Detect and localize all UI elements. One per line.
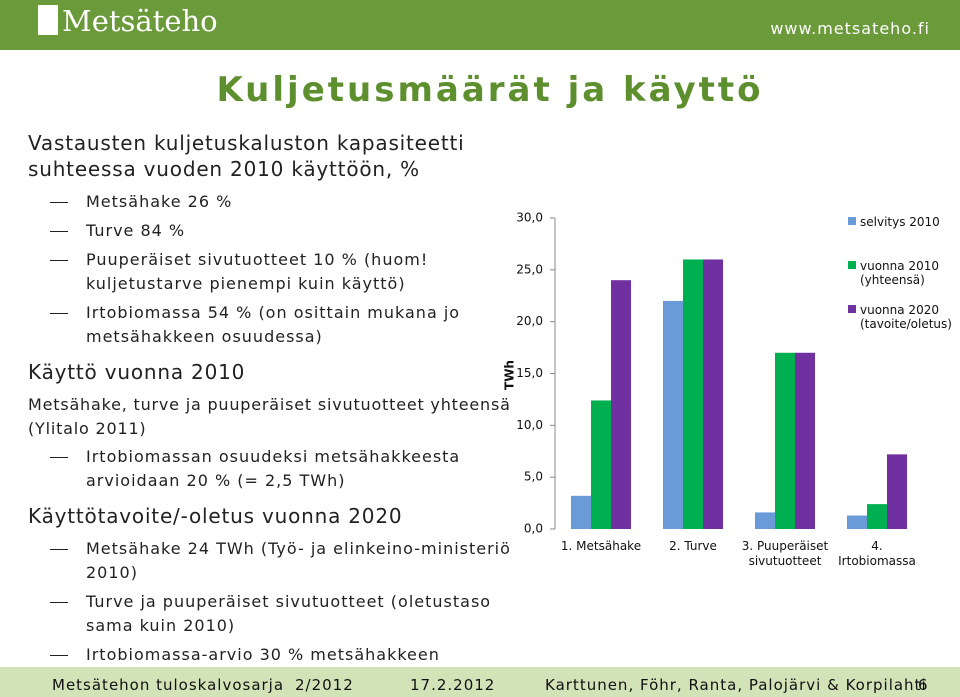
x-tick-label: 3. Puuperäiset sivutuotteet <box>741 539 829 568</box>
section-heading: Käyttö vuonna 2010 <box>28 360 246 384</box>
bullet-dash <box>50 313 68 314</box>
text-column: Vastausten kuljetuskaluston kapasiteetti… <box>28 128 528 696</box>
bar <box>591 400 611 529</box>
bullet-dash <box>50 202 68 203</box>
bullet-text: Turve ja puuperäiset sivutuotteet (oletu… <box>86 592 492 635</box>
bullet-dash <box>50 260 68 261</box>
y-axis-label: TWh <box>503 360 517 390</box>
url: www.metsateho.fi <box>770 19 930 38</box>
bullet-item: Puuperäiset sivutuotteet 10 % (huom! kul… <box>28 248 528 296</box>
y-tick-label: 5,0 <box>524 470 543 484</box>
bullet-text: Metsähake 24 TWh (Työ- ja elinkeino-mini… <box>86 539 511 582</box>
slide-title: Kuljetusmäärät ja käyttö <box>216 70 764 110</box>
header-bar <box>0 0 960 50</box>
y-tick-label: 0,0 <box>524 522 543 536</box>
legend-label: vuonna 2010 (yhteensä) <box>860 259 939 287</box>
bar <box>867 504 887 529</box>
bullet-item: Turve ja puuperäiset sivutuotteet (oletu… <box>28 590 528 638</box>
bullet-dash <box>50 457 68 458</box>
bar <box>703 259 723 529</box>
footer-issue: 2/2012 <box>295 676 354 694</box>
bullet-text: Metsähake 26 % <box>86 192 233 211</box>
bullet-text: Puuperäiset sivutuotteet 10 % (huom! kul… <box>86 250 429 293</box>
bar <box>775 352 795 529</box>
bar <box>571 495 591 529</box>
y-tick-label: 20,0 <box>516 314 543 328</box>
footer-bar <box>0 667 960 697</box>
paragraph: Metsähake, turve ja puuperäiset sivutuot… <box>28 395 511 438</box>
x-tick-label: 4. Irtobiomassa <box>838 539 916 568</box>
x-tick-label: 2. Turve <box>669 539 717 553</box>
bullet-dash <box>50 655 68 656</box>
logo-icon <box>38 5 58 35</box>
logo: Metsäteho <box>62 4 218 38</box>
bullet-item: Metsähake 24 TWh (Työ- ja elinkeino-mini… <box>28 537 528 585</box>
bar <box>755 512 775 529</box>
bar <box>683 259 703 529</box>
bullet-item: Irtobiomassa 54 % (on osittain mukana jo… <box>28 301 528 349</box>
bullet-item: Turve 84 % <box>28 219 528 243</box>
bullet-text: Irtobiomassan osuudeksi metsähakkeesta a… <box>86 447 461 490</box>
footer-authors: Karttunen, Föhr, Ranta, Palojärvi & Korp… <box>545 676 927 694</box>
bar <box>887 454 907 529</box>
bar <box>795 352 815 529</box>
legend-swatch <box>848 217 856 225</box>
footer-page: 6 <box>918 676 929 694</box>
bullet-text: Irtobiomassa 54 % (on osittain mukana jo… <box>86 303 461 346</box>
y-tick-label: 15,0 <box>516 366 543 380</box>
footer-date: 17.2.2012 <box>410 676 496 694</box>
legend-label: vuonna 2020 (tavoite/oletus) <box>860 303 952 331</box>
legend-label: selvitys 2010 <box>860 215 940 229</box>
bar <box>663 300 683 529</box>
bar <box>847 515 867 529</box>
bullet-text: Turve 84 % <box>86 221 186 240</box>
bullet-item: Metsähake 26 % <box>28 190 528 214</box>
bullet-dash <box>50 549 68 550</box>
y-tick-label: 25,0 <box>516 262 543 276</box>
x-tick-label: 1. Metsähake <box>560 539 642 553</box>
legend-swatch <box>848 261 856 269</box>
section-heading: Vastausten kuljetuskaluston kapasiteetti… <box>28 131 465 181</box>
bar <box>611 280 631 529</box>
y-tick-label: 30,0 <box>516 211 543 225</box>
section-heading: Käyttötavoite/-oletus vuonna 2020 <box>28 504 403 528</box>
footer-series: Metsätehon tuloskalvosarja <box>52 676 285 694</box>
bullet-dash <box>50 231 68 232</box>
bullet-item: Irtobiomassan osuudeksi metsähakkeesta a… <box>28 445 528 493</box>
y-tick-label: 10,0 <box>516 418 543 432</box>
legend-swatch <box>848 305 856 313</box>
bullet-dash <box>50 602 68 603</box>
